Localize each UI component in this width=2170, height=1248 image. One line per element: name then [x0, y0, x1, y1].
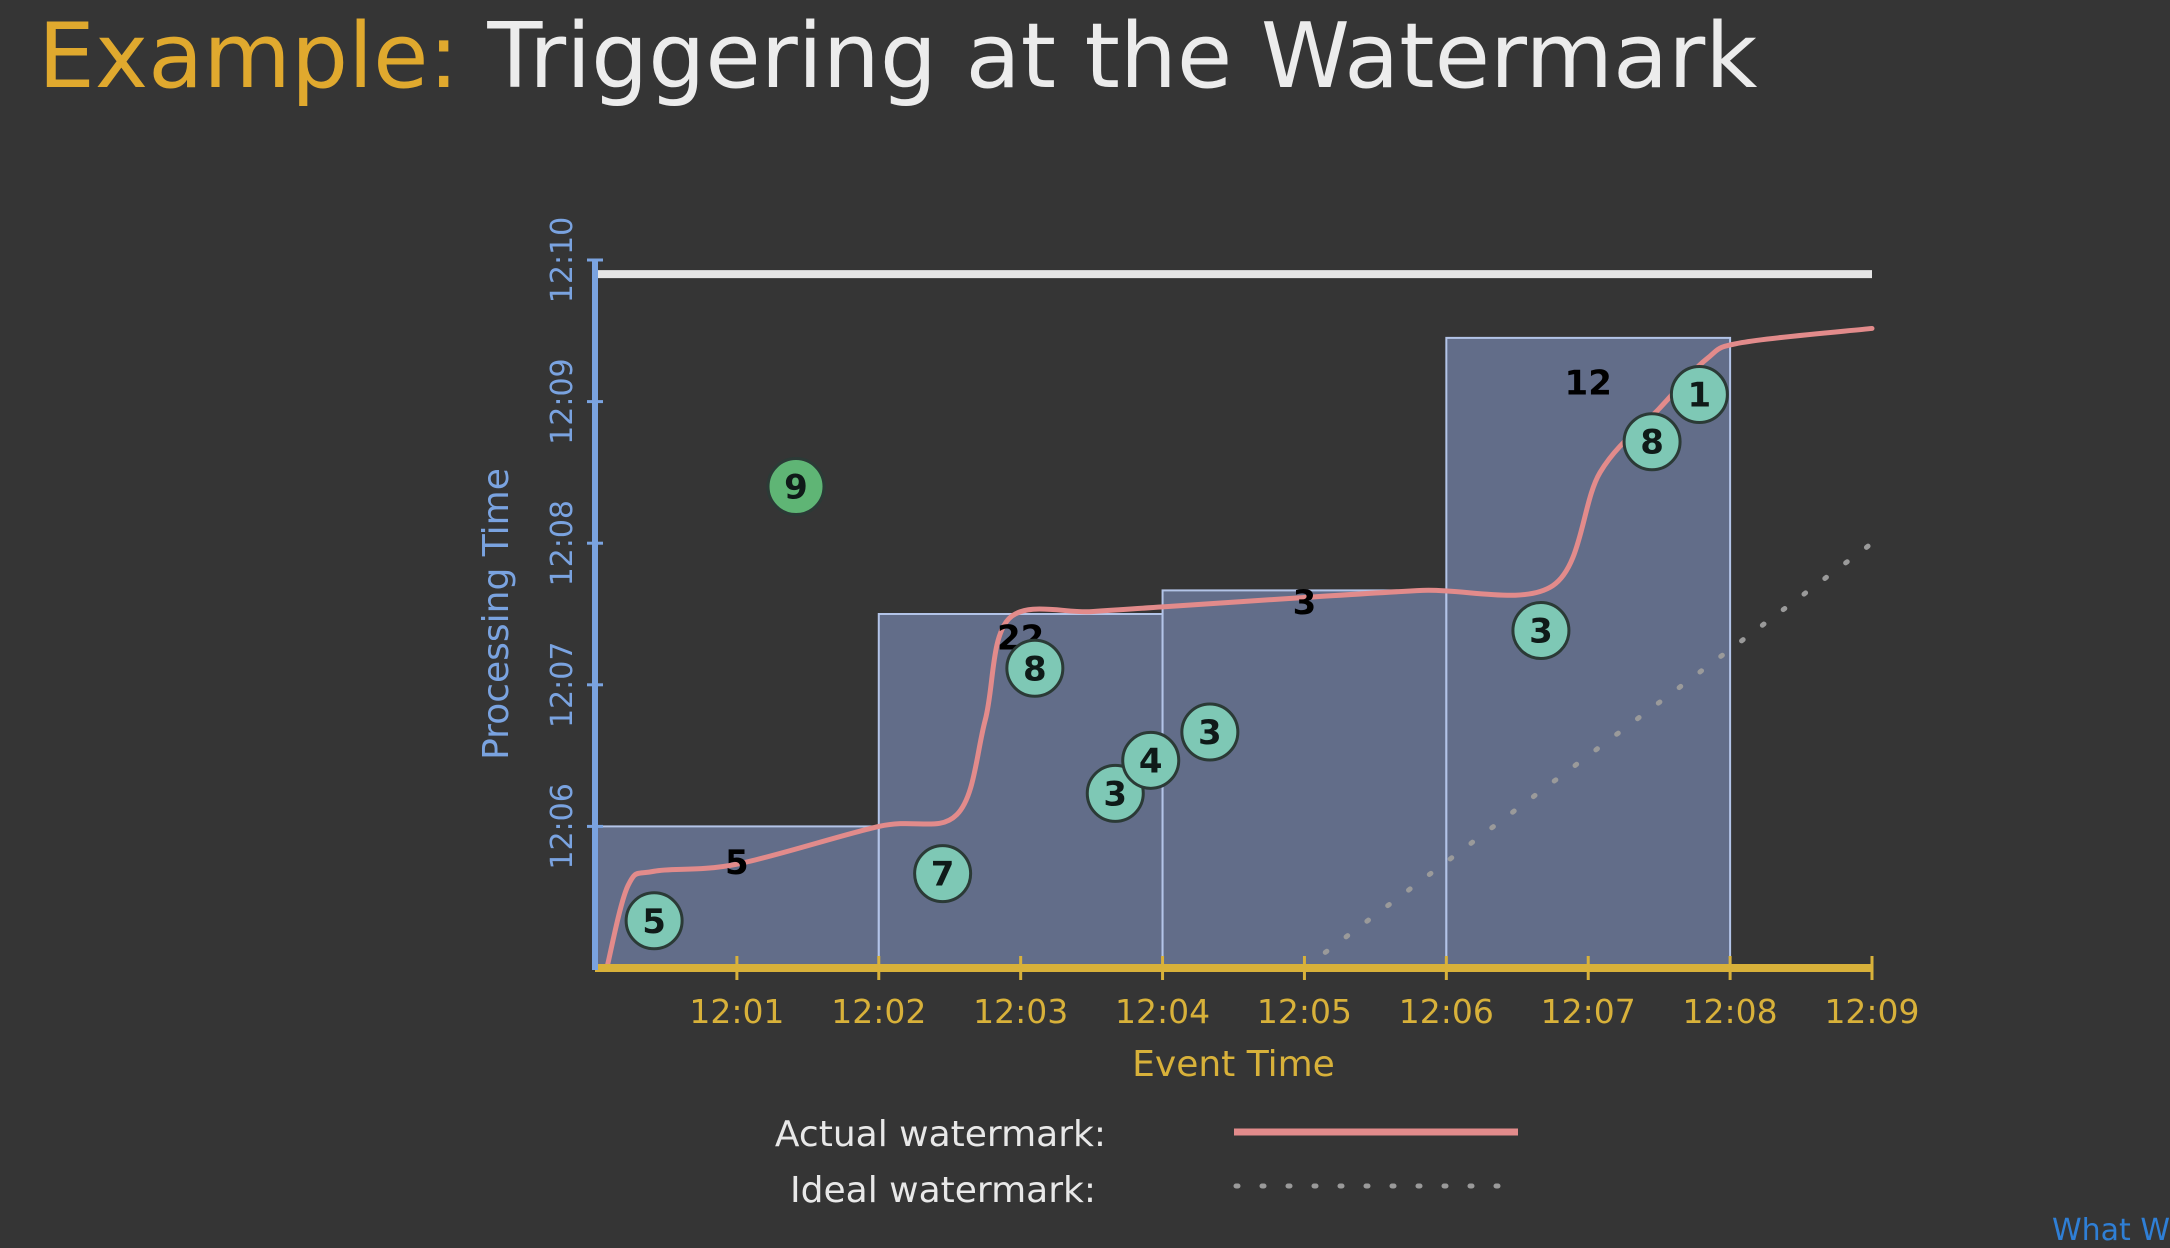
- x-tick-label-4: 12:04: [1115, 992, 1210, 1031]
- legend-label-ideal: Ideal watermark:: [790, 1170, 1096, 1211]
- x-tick-label-2: 12:02: [831, 992, 926, 1031]
- data-point-9: [1622, 412, 1682, 472]
- data-point-8: [1511, 601, 1571, 661]
- data-point-label-10: 1: [1688, 376, 1712, 416]
- data-point-label-6: 4: [1139, 741, 1163, 781]
- data-point-label-5: 3: [1103, 774, 1127, 814]
- pane-sum-3: 3: [1293, 583, 1317, 623]
- y-axis-label: Processing Time: [476, 468, 517, 760]
- x-axis-label: Event Time: [1132, 1044, 1335, 1085]
- x-tick-label-3: 12:03: [973, 992, 1068, 1031]
- chart-legend: Actual watermark: Ideal watermark:: [775, 1114, 1521, 1211]
- data-point-label-4: 8: [1023, 649, 1047, 689]
- x-tick-label-9: 12:09: [1824, 992, 1919, 1031]
- data-point-4: [1005, 638, 1065, 698]
- data-point-label-9: 8: [1640, 423, 1664, 463]
- pane-sum-4: 12: [1565, 364, 1612, 404]
- x-tick-label-8: 12:08: [1683, 992, 1778, 1031]
- data-point-7: [1180, 702, 1240, 762]
- y-tick-label-1: 12:06: [545, 783, 580, 869]
- actual-watermark-series: [604, 325, 1875, 971]
- x-tick-label-1: 12:01: [689, 992, 784, 1031]
- actual-watermark-line: [604, 325, 1875, 971]
- data-point-10: [1669, 365, 1729, 425]
- pane-window-4: [1445, 336, 1732, 969]
- data-point-3: [913, 844, 973, 904]
- chart-axes: 12:01 12:02 12:03 12:04 12:05 12:06 12:07 12:08…: [545, 217, 1920, 1031]
- slide-title-main: Triggering at the Watermark: [458, 4, 1758, 109]
- y-tick-label-2: 12:07: [545, 642, 580, 728]
- y-tick-label-3: 12:08: [545, 500, 580, 586]
- data-point-label-3: 7: [931, 855, 955, 895]
- axis-labels: Event Time Processing Time: [476, 468, 1335, 1085]
- y-tick-label-5: 12:10: [545, 217, 580, 303]
- corner-caption: What W: [2051, 1213, 2170, 1248]
- slide-title-prefix: Example:: [38, 4, 459, 109]
- x-tick-label-5: 12:05: [1257, 992, 1352, 1031]
- data-point-label-1: 5: [642, 902, 666, 942]
- data-point-label-8: 3: [1529, 612, 1553, 652]
- data-point-1: [624, 891, 684, 951]
- data-point-2: [766, 457, 826, 517]
- data-point-label-2: 9: [784, 468, 808, 508]
- data-point-6: [1121, 730, 1181, 790]
- x-tick-label-6: 12:06: [1399, 992, 1494, 1031]
- pane-sum-1: 5: [725, 843, 749, 883]
- slide-title: Example: Triggering at the Watermark: [38, 2, 1757, 112]
- data-point-label-7: 3: [1198, 713, 1222, 753]
- y-tick-label-4: 12:09: [545, 358, 580, 444]
- legend-label-actual: Actual watermark:: [775, 1114, 1106, 1155]
- x-tick-label-7: 12:07: [1541, 992, 1636, 1031]
- pane-window-3: [1161, 589, 1448, 970]
